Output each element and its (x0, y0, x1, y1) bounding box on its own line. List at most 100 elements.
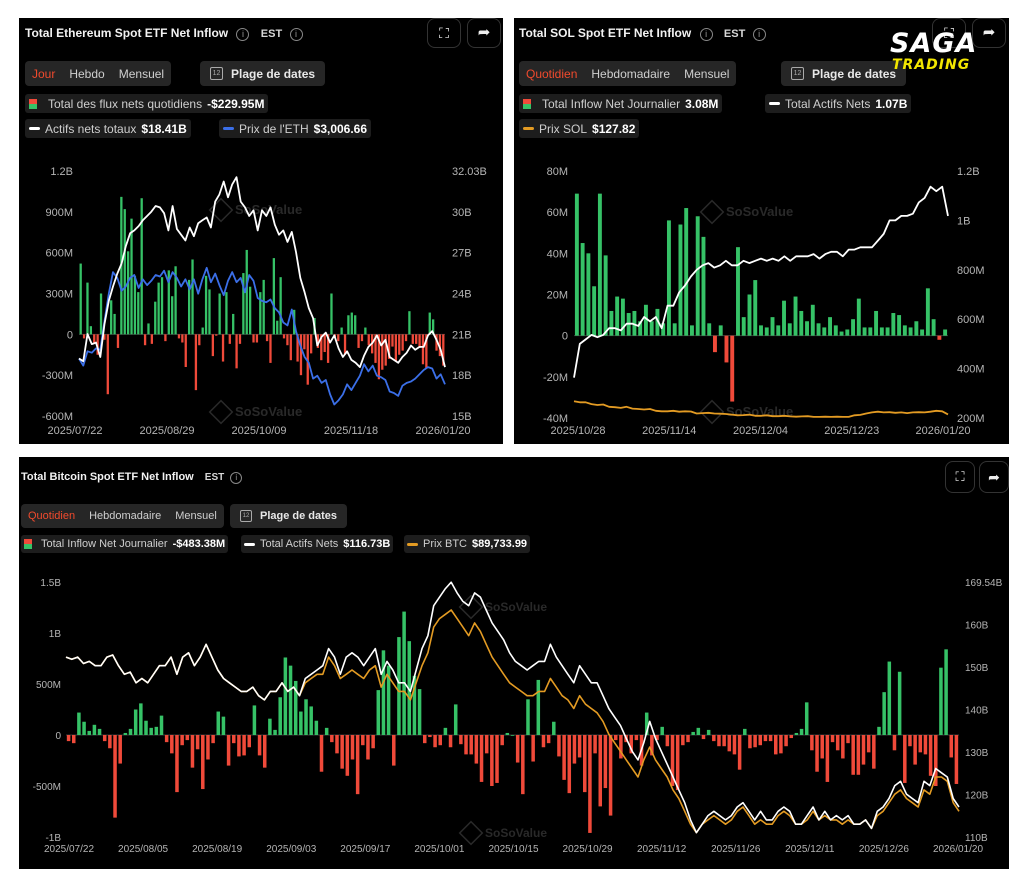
flow-bar (925, 288, 930, 336)
flow-bar (862, 327, 867, 336)
period-option[interactable]: Hebdo (69, 66, 105, 81)
flow-bar (903, 735, 907, 783)
fullscreen-button[interactable]: ⛶ (427, 18, 461, 48)
flow-bar (93, 334, 96, 343)
flow-bar (204, 275, 208, 335)
legend-item[interactable]: Actifs nets totaux $18.41B (25, 119, 191, 138)
flow-bar (469, 735, 473, 755)
legend-item[interactable]: Prix BTC $89,733.99 (404, 535, 531, 553)
left-axis-tick: -40M (543, 413, 568, 425)
left-axis-tick: -20M (543, 372, 568, 384)
brand-logo-line1: SAGA (890, 28, 978, 59)
flow-bar (154, 301, 157, 335)
timezone-label: EST (260, 28, 283, 40)
flow-bar (225, 292, 228, 335)
share-button[interactable]: ➦ (467, 18, 501, 48)
share-button[interactable]: ➦ (972, 18, 1006, 48)
legend-item[interactable]: Total Inflow Net Journalier -$483.38M (21, 535, 229, 553)
flow-bar (293, 680, 298, 735)
flow-bar (201, 735, 205, 790)
flow-bar (944, 649, 948, 735)
period-option[interactable]: Mensuel (175, 510, 217, 522)
flow-bar (87, 730, 91, 735)
flow-bar (885, 327, 890, 336)
legend-item[interactable]: Total Actifs Nets $116.73B (241, 535, 394, 553)
info-icon[interactable]: i (699, 28, 713, 41)
info-icon[interactable]: i (752, 28, 766, 41)
date-range-button[interactable]: 12 Plage de dates (200, 61, 326, 86)
flow-bar (137, 292, 140, 335)
flow-bar (323, 334, 326, 353)
flow-bar (377, 334, 381, 380)
period-option[interactable]: Mensuel (118, 66, 165, 81)
flow-bar (638, 321, 643, 336)
right-axis-tick: 15B (452, 411, 472, 423)
left-axis-tick: 300M (45, 289, 73, 301)
price-line (573, 400, 949, 418)
price-line (78, 266, 446, 406)
info-icon[interactable]: i (289, 28, 303, 41)
right-axis-tick: 24B (452, 289, 472, 301)
flow-bar (552, 721, 556, 735)
date-range-button[interactable]: 12 Plage de dates (230, 504, 348, 528)
fullscreen-button[interactable]: ⛶ (945, 461, 975, 493)
flow-bar (324, 727, 329, 735)
legend-label: Prix BTC (423, 538, 467, 550)
legend-item[interactable]: Total Inflow Net Journalier 3.08M (519, 94, 723, 113)
flow-bar (417, 689, 422, 735)
legend-item[interactable]: Total Actifs Nets 1.07B (765, 94, 912, 113)
flow-bar (799, 310, 804, 336)
x-axis-tick: 2025/10/28 (550, 425, 605, 437)
eth-chart-title-row: Total Ethereum Spot ETF Net Inflow i EST… (25, 26, 303, 41)
period-option[interactable]: Hebdomadaire (591, 66, 671, 81)
left-axis-tick: 1.5B (40, 578, 61, 589)
flow-bar (593, 735, 597, 754)
flow-bar (428, 735, 432, 738)
flow-bar (149, 727, 153, 735)
x-axis-tick: 2025/10/15 (488, 844, 538, 855)
flow-bar (340, 735, 344, 769)
flow-bar (603, 255, 608, 336)
flow-bar (613, 735, 618, 741)
info-icon[interactable]: i (236, 28, 250, 41)
flow-bar (361, 735, 365, 746)
info-icon[interactable]: i (230, 472, 243, 484)
right-axis-tick: 110B (965, 833, 988, 844)
x-axis-tick: 2026/01/20 (933, 844, 983, 855)
flow-bar (144, 720, 148, 735)
flow-bar (299, 711, 303, 735)
fullscreen-button[interactable]: ⛶ (932, 18, 966, 48)
flow-bar (371, 735, 375, 749)
flow-bar (206, 735, 210, 760)
flow-bar (479, 735, 484, 782)
flow-bar (759, 325, 763, 336)
legend-value: -$483.38M (172, 538, 226, 550)
period-option[interactable]: Quotidien (526, 66, 578, 81)
flow-bar (666, 220, 671, 336)
flow-bar (402, 611, 406, 735)
legend-item[interactable]: Total des flux nets quotidiens -$229.95M (25, 94, 269, 113)
flow-bar (804, 702, 809, 735)
share-button[interactable]: ➦ (979, 461, 1009, 493)
flow-bar (407, 641, 412, 735)
legend-item[interactable]: Prix SOL $127.82 (519, 119, 640, 138)
flow-bar (866, 735, 871, 753)
date-range-button[interactable]: 12 Plage de dates (781, 61, 907, 86)
legend-item[interactable]: Prix de l'ETH $3,006.66 (219, 119, 372, 138)
period-option[interactable]: Jour (32, 66, 56, 81)
left-axis-tick: 1.2B (50, 166, 73, 178)
flow-bar (776, 325, 781, 336)
flow-bar (770, 317, 775, 336)
right-axis-tick: 32.03B (452, 166, 487, 178)
flow-bar (442, 334, 445, 366)
period-option[interactable]: Hebdomadaire (89, 510, 162, 522)
x-axis-tick: 2025/12/04 (733, 425, 788, 437)
flow-bar (567, 735, 572, 794)
period-option[interactable]: Mensuel (684, 66, 730, 81)
left-axis-tick: 0 (67, 329, 73, 341)
flow-bar (309, 706, 313, 735)
period-option[interactable]: Quotidien (28, 510, 76, 522)
flow-bar (195, 735, 200, 750)
sol-chart-title: Total SOL Spot ETF Net Inflow (519, 26, 692, 40)
legend-label: Total Inflow Net Journalier (542, 96, 681, 111)
